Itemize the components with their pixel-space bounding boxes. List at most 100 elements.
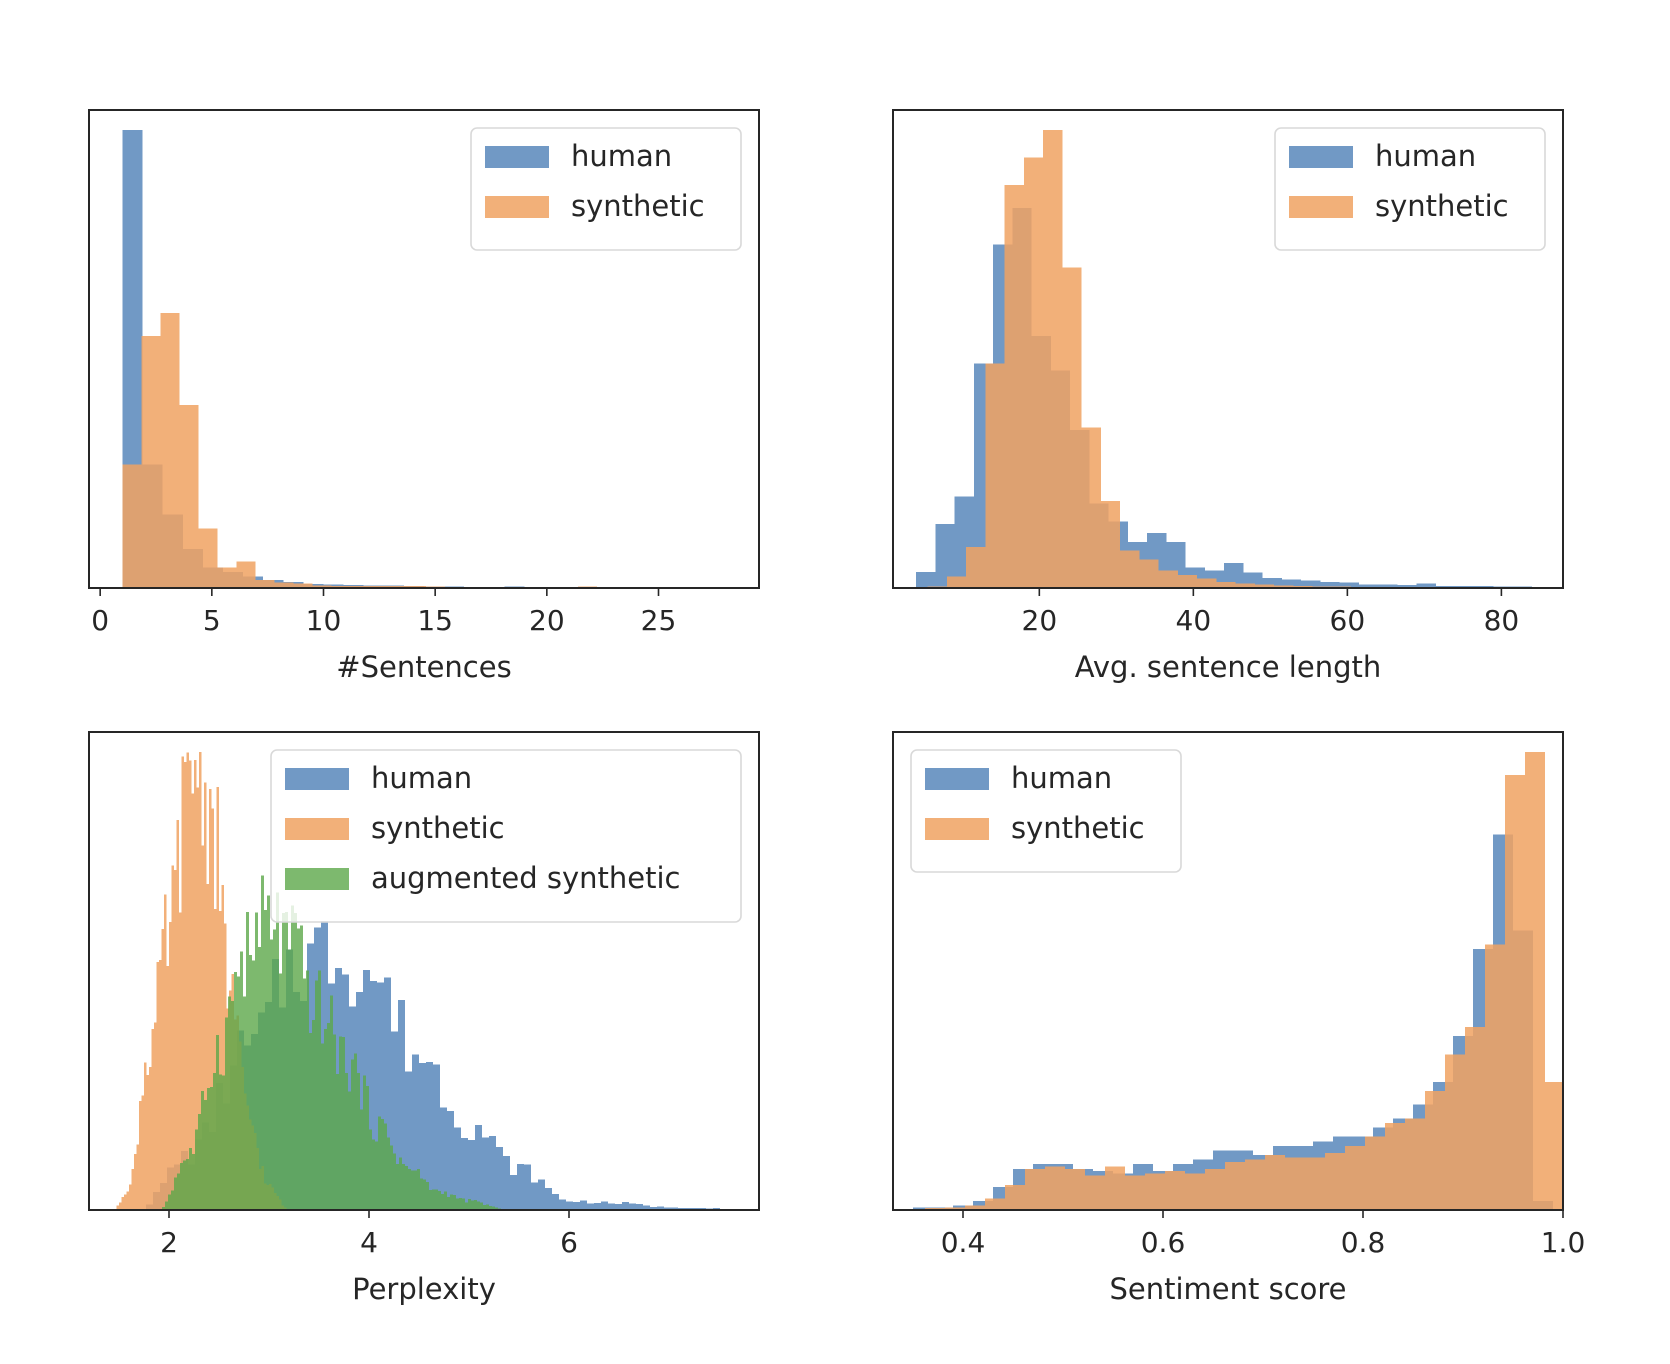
histogram-bar xyxy=(399,1157,402,1210)
histogram-bar xyxy=(174,1177,177,1210)
histogram-bar xyxy=(489,1135,496,1210)
legend: human synthetic xyxy=(1274,127,1546,251)
histogram-bar xyxy=(468,1199,471,1210)
histogram-bar xyxy=(594,1203,601,1210)
histogram-bar xyxy=(159,960,162,1210)
histogram-bar xyxy=(166,966,169,1210)
histogram-bar xyxy=(297,928,300,1210)
histogram-bar xyxy=(608,1203,615,1210)
histogram-bar xyxy=(384,1123,387,1210)
histogram-bar xyxy=(124,1194,127,1210)
histogram-bar xyxy=(1378,584,1398,588)
histogram-bar xyxy=(412,1054,419,1210)
histogram-bar xyxy=(1505,774,1525,1210)
histogram-bar xyxy=(1125,1175,1145,1210)
x-tick-label: 6 xyxy=(560,1226,578,1259)
x-tick-label: 20 xyxy=(529,604,565,637)
legend-swatch xyxy=(285,818,349,840)
histogram-bar xyxy=(354,1053,357,1210)
histogram-bar xyxy=(369,1129,372,1210)
histogram-bar xyxy=(1062,267,1082,588)
histogram-bar xyxy=(186,752,189,1210)
histogram-bar xyxy=(276,892,279,1210)
histogram-bar xyxy=(180,1163,183,1210)
histogram-bar xyxy=(916,571,936,588)
histogram-bar xyxy=(372,1139,375,1210)
histogram-bar xyxy=(216,1035,219,1210)
histogram-bar xyxy=(209,789,212,1210)
histogram-bar xyxy=(171,865,174,1210)
histogram-bar xyxy=(139,1100,142,1210)
histogram-bar xyxy=(330,995,333,1210)
histogram-bar xyxy=(206,884,209,1210)
x-axis-label: Avg. sentence length xyxy=(1075,650,1382,684)
histogram-bar xyxy=(273,929,276,1210)
histogram-bar xyxy=(165,1201,168,1210)
histogram-bar xyxy=(255,912,258,1210)
histogram-bar xyxy=(129,1184,132,1210)
histogram-bar xyxy=(216,787,219,1210)
histogram-bar xyxy=(419,1062,426,1210)
histogram-bar xyxy=(156,961,159,1210)
legend-swatch xyxy=(1289,146,1353,168)
histogram-bar xyxy=(405,1166,408,1210)
histogram-bar xyxy=(161,928,164,1210)
axes-frame xyxy=(892,731,1564,1211)
histogram-bar xyxy=(116,1205,119,1210)
subplot-4: 0.4 0.6 0.8 1.0 Sentiment score human syntheti… xyxy=(892,731,1585,1306)
histogram-bar xyxy=(186,1159,189,1210)
histogram-bar xyxy=(252,960,255,1210)
histogram-bar xyxy=(486,1204,489,1210)
histogram-bar xyxy=(398,1000,405,1210)
histogram-bar xyxy=(211,808,214,1210)
x-tick-label: 2 xyxy=(160,1226,178,1259)
histogram-bar xyxy=(438,1190,441,1210)
legend-swatch xyxy=(285,768,349,790)
subplot-3: 2 4 6 Perplexity human synthetic augmented syn… xyxy=(88,731,760,1306)
histogram-bar xyxy=(1262,577,1282,588)
histogram-bar xyxy=(935,523,955,588)
histogram-bar xyxy=(1285,1157,1305,1210)
histogram-bar xyxy=(456,1198,459,1210)
histogram-bar xyxy=(1225,1161,1245,1210)
histogram-bar xyxy=(219,911,222,1210)
histogram-bar xyxy=(496,1146,503,1210)
histogram-bar xyxy=(384,977,391,1210)
x-tick-label: 5 xyxy=(203,604,221,637)
histogram-bar xyxy=(483,1205,486,1210)
x-tick-label: 0.8 xyxy=(1341,1226,1386,1259)
histogram-bar xyxy=(489,1206,492,1210)
histogram-bar xyxy=(426,1181,429,1210)
histogram-bar xyxy=(408,1168,411,1210)
histogram-bar xyxy=(482,1137,489,1210)
histogram-bar xyxy=(375,1141,378,1210)
histogram-bar xyxy=(1197,578,1217,588)
histogram-bar xyxy=(336,1073,339,1210)
histogram-bar xyxy=(1224,562,1244,588)
histogram-bar xyxy=(249,955,252,1210)
histogram-bar xyxy=(545,1187,552,1210)
x-tick-label: 0.6 xyxy=(1141,1226,1186,1259)
histogram-bar xyxy=(141,1095,144,1210)
histogram-bar xyxy=(685,1207,692,1210)
histogram-bar xyxy=(184,761,187,1210)
histogram-bar xyxy=(699,1207,706,1210)
histogram-bar xyxy=(270,939,273,1210)
histogram-bar xyxy=(468,1140,475,1210)
histogram-bar xyxy=(477,1201,480,1210)
x-tick-label: 20 xyxy=(1022,604,1058,637)
histogram-bar xyxy=(1445,1054,1465,1210)
histogram-bar xyxy=(538,1179,545,1210)
histogram-bar xyxy=(168,1194,171,1210)
histogram-bar xyxy=(198,1114,201,1210)
histogram-bar xyxy=(134,1154,137,1210)
legend-label: human xyxy=(1011,761,1112,795)
x-tick-label: 40 xyxy=(1176,604,1212,637)
histogram-bar xyxy=(1081,427,1101,588)
histogram-bar xyxy=(1325,1152,1345,1210)
x-axis-label: Sentiment score xyxy=(1109,1272,1346,1306)
histogram-bar xyxy=(1265,1155,1285,1210)
x-tick-label: 10 xyxy=(306,604,342,637)
histogram-bar xyxy=(174,869,177,1210)
histogram-bar xyxy=(246,911,249,1210)
